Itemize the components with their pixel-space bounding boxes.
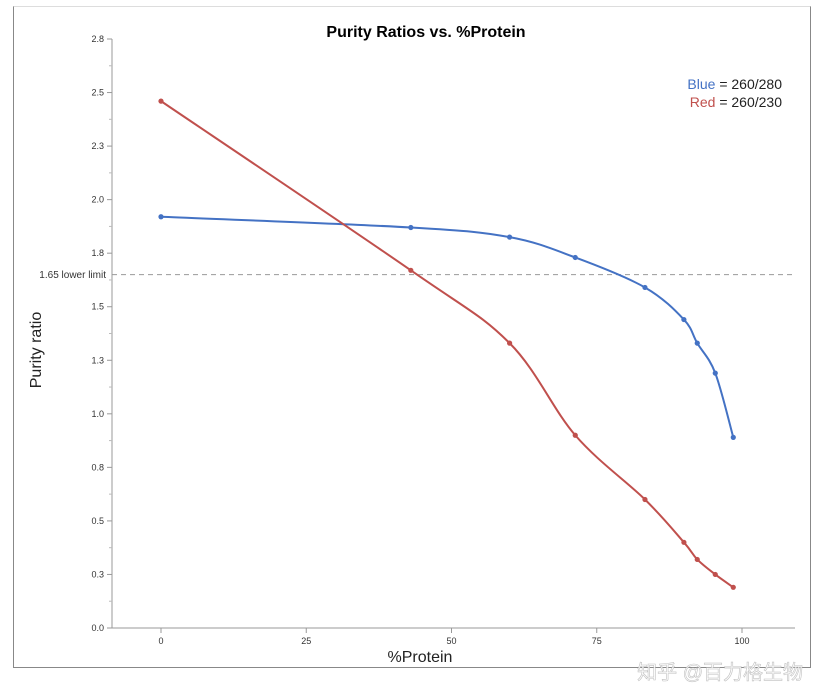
y-tick-label: 0.3 <box>91 569 104 579</box>
legend-blue-text: = 260/280 <box>715 76 782 92</box>
y-tick-label: 1.5 <box>91 302 104 312</box>
series-line-260-230 <box>160 100 734 589</box>
data-point <box>507 340 513 346</box>
chart-title: Purity Ratios vs. %Protein <box>326 24 525 41</box>
data-point <box>681 316 687 323</box>
legend-red-text: = 260/230 <box>715 94 782 110</box>
data-point <box>681 539 687 545</box>
data-point <box>408 224 414 231</box>
data-point <box>694 340 700 346</box>
x-tick-label: 50 <box>446 636 456 646</box>
reference-line-label: 1.65 lower limit <box>39 270 106 281</box>
data-point <box>572 254 578 261</box>
y-tick-label: 0.8 <box>91 462 104 472</box>
y-tick-label: 0.0 <box>91 623 104 633</box>
y-tick-label: 0.5 <box>91 516 104 526</box>
data-point <box>642 284 648 291</box>
data-point <box>730 434 736 440</box>
watermark: 知乎 @百力格生物 <box>637 661 803 684</box>
legend-red-word: Red <box>690 94 716 110</box>
y-tick-label: 2.8 <box>91 34 104 44</box>
data-point <box>730 584 736 590</box>
x-tick-label: 75 <box>592 636 602 646</box>
data-point <box>408 267 414 273</box>
data-point <box>158 214 164 220</box>
data-point <box>507 234 513 240</box>
data-point <box>712 571 718 578</box>
legend-blue: Blue = 260/280 <box>687 76 782 92</box>
y-axis-label: Purity ratio <box>28 312 45 389</box>
y-tick-label: 1.3 <box>91 355 104 365</box>
y-tick-label: 1.8 <box>91 248 104 258</box>
data-point <box>572 432 578 438</box>
x-axis-label: %Protein <box>388 649 453 666</box>
x-tick-label: 100 <box>734 636 749 646</box>
x-tick-label: 0 <box>158 636 163 646</box>
series-line-260-280 <box>160 215 735 438</box>
data-point <box>158 98 164 104</box>
data-point <box>712 370 718 376</box>
data-point <box>642 496 648 503</box>
chart-frame <box>13 6 811 668</box>
legend-red: Red = 260/230 <box>690 94 782 110</box>
y-tick-label: 1.0 <box>91 409 104 419</box>
y-tick-label: 2.5 <box>91 88 104 98</box>
data-point <box>694 556 700 563</box>
legend-blue-word: Blue <box>687 76 715 92</box>
x-tick-label: 25 <box>301 636 311 646</box>
y-tick-label: 2.3 <box>91 141 104 151</box>
y-tick-label: 2.0 <box>91 195 104 205</box>
